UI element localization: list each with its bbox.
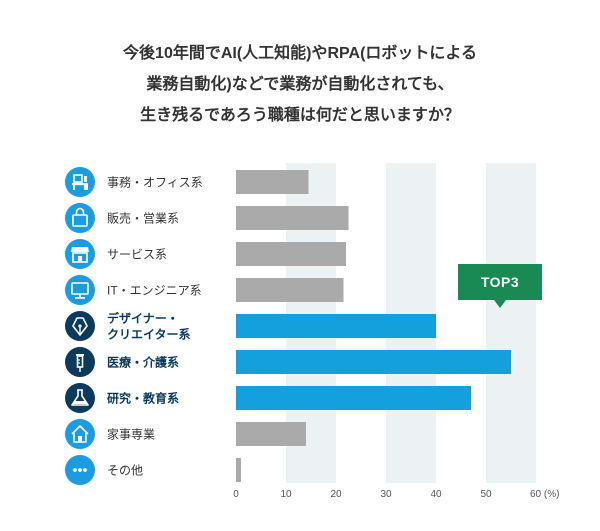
category-label: 事務・オフィス系 [107, 176, 203, 190]
x-axis-ticks: 0 10 20 30 40 50 60 (%) [233, 489, 559, 500]
bar-9 [236, 458, 241, 482]
bar-8 [236, 422, 306, 446]
grid-band [486, 163, 536, 483]
flask-icon [65, 383, 95, 413]
title-line-2: 業務自動化)などで業務が自動化されても、 [146, 76, 454, 93]
top3-callout: TOP3 [458, 264, 542, 308]
bar-1 [236, 170, 309, 194]
category-label: デザイナー・ [107, 311, 179, 326]
category-label: クリエイター系 [107, 327, 191, 342]
monitor-icon [65, 275, 95, 305]
category-label: 医療・介護系 [107, 355, 179, 370]
ellipsis-icon [65, 455, 95, 485]
tick-label: 10 [280, 489, 292, 500]
syringe-icon [65, 347, 95, 377]
category-label: サービス系 [107, 248, 167, 262]
office-desk-icon [65, 167, 95, 197]
bar-7 [236, 386, 471, 410]
bar-6 [236, 350, 511, 374]
callout-badge [458, 264, 542, 308]
pen-nib-icon [65, 311, 95, 341]
category-icons [65, 167, 95, 485]
callout-label: TOP3 [481, 274, 519, 290]
tick-label: 20 [330, 489, 342, 500]
bar-5 [236, 314, 436, 338]
category-label: 販売・営業系 [107, 211, 179, 226]
tick-label: 50 [480, 489, 492, 500]
house-icon [65, 419, 95, 449]
tick-label-last: 60 (%) [530, 489, 559, 500]
category-label: IT・エンジニア系 [107, 284, 202, 298]
tick-label: 0 [233, 489, 239, 500]
category-label: その他 [107, 464, 143, 478]
bars [236, 170, 511, 482]
title-line-1: 今後10年間でAI(人工知能)やRPA(ロボットによる [123, 45, 477, 62]
bar-2 [236, 206, 349, 230]
tick-label: 40 [430, 489, 442, 500]
shop-storefront-icon [65, 239, 95, 269]
category-label: 研究・教育系 [107, 391, 179, 406]
bar-3 [236, 242, 346, 266]
tick-label: 30 [380, 489, 392, 500]
chart-title: 今後10年間でAI(人工知能)やRPA(ロボットによる 業務自動化)などで業務が… [0, 38, 600, 131]
category-label: 家事専業 [107, 427, 155, 442]
bar-4 [236, 278, 344, 302]
title-line-3: 生き残るであろう職種は何だと思いますか？ [140, 107, 460, 124]
shopping-bag-icon [65, 203, 95, 233]
